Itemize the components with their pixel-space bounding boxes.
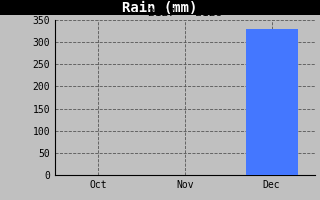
Title: 2127 - 2128: 2127 - 2128 [148, 8, 222, 18]
Text: Rain (mm): Rain (mm) [122, 0, 198, 15]
Bar [246, 29, 298, 175]
